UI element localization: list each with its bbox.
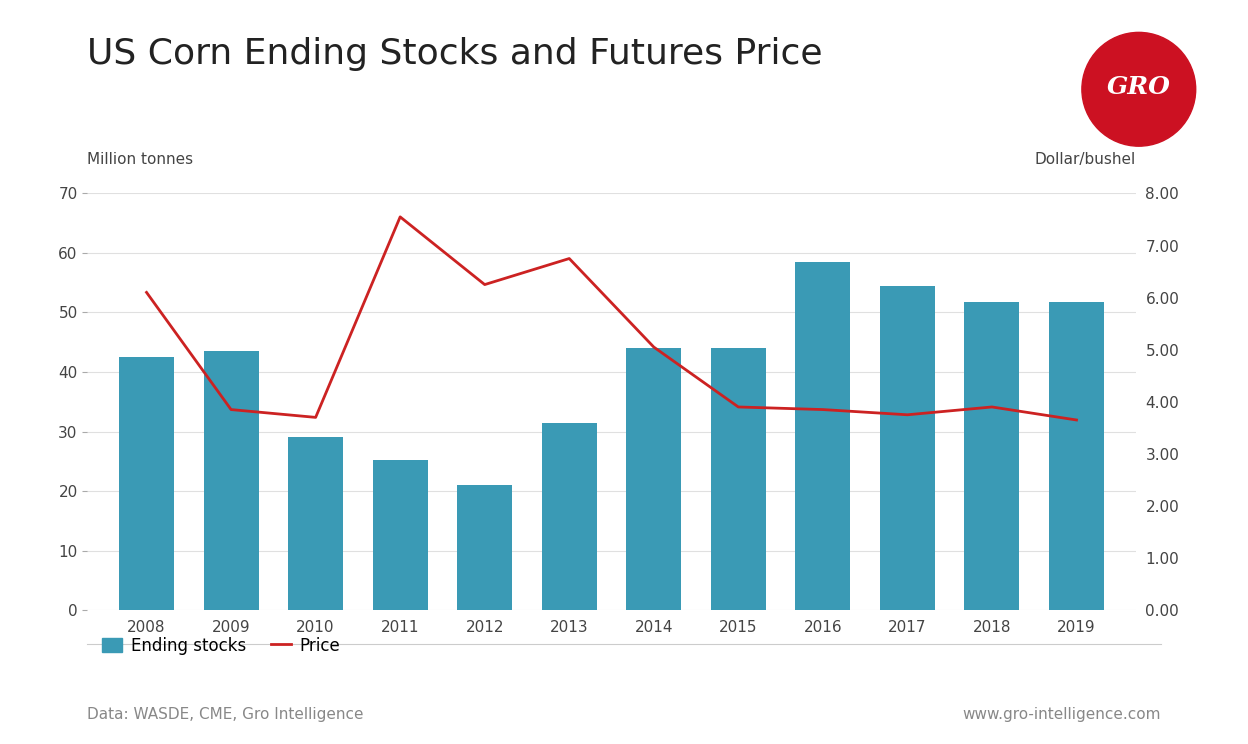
Bar: [626, 348, 681, 610]
Text: GRO: GRO: [1107, 75, 1171, 99]
Bar: [542, 423, 597, 610]
Bar: [965, 302, 1020, 610]
Bar: [457, 485, 512, 610]
Text: US Corn Ending Stocks and Futures Price: US Corn Ending Stocks and Futures Price: [87, 37, 822, 71]
Bar: [711, 348, 766, 610]
Circle shape: [1082, 33, 1196, 146]
Bar: [373, 460, 428, 610]
Text: Dollar/bushel: Dollar/bushel: [1035, 153, 1136, 167]
Bar: [880, 286, 935, 610]
Bar: [119, 357, 173, 610]
Bar: [203, 351, 258, 610]
Text: Million tonnes: Million tonnes: [87, 153, 193, 167]
Bar: [1050, 302, 1104, 610]
Bar: [288, 437, 343, 610]
Text: Data: WASDE, CME, Gro Intelligence: Data: WASDE, CME, Gro Intelligence: [87, 707, 364, 722]
Legend: Ending stocks, Price: Ending stocks, Price: [96, 630, 347, 661]
Bar: [795, 262, 850, 610]
Text: www.gro-intelligence.com: www.gro-intelligence.com: [962, 707, 1161, 722]
